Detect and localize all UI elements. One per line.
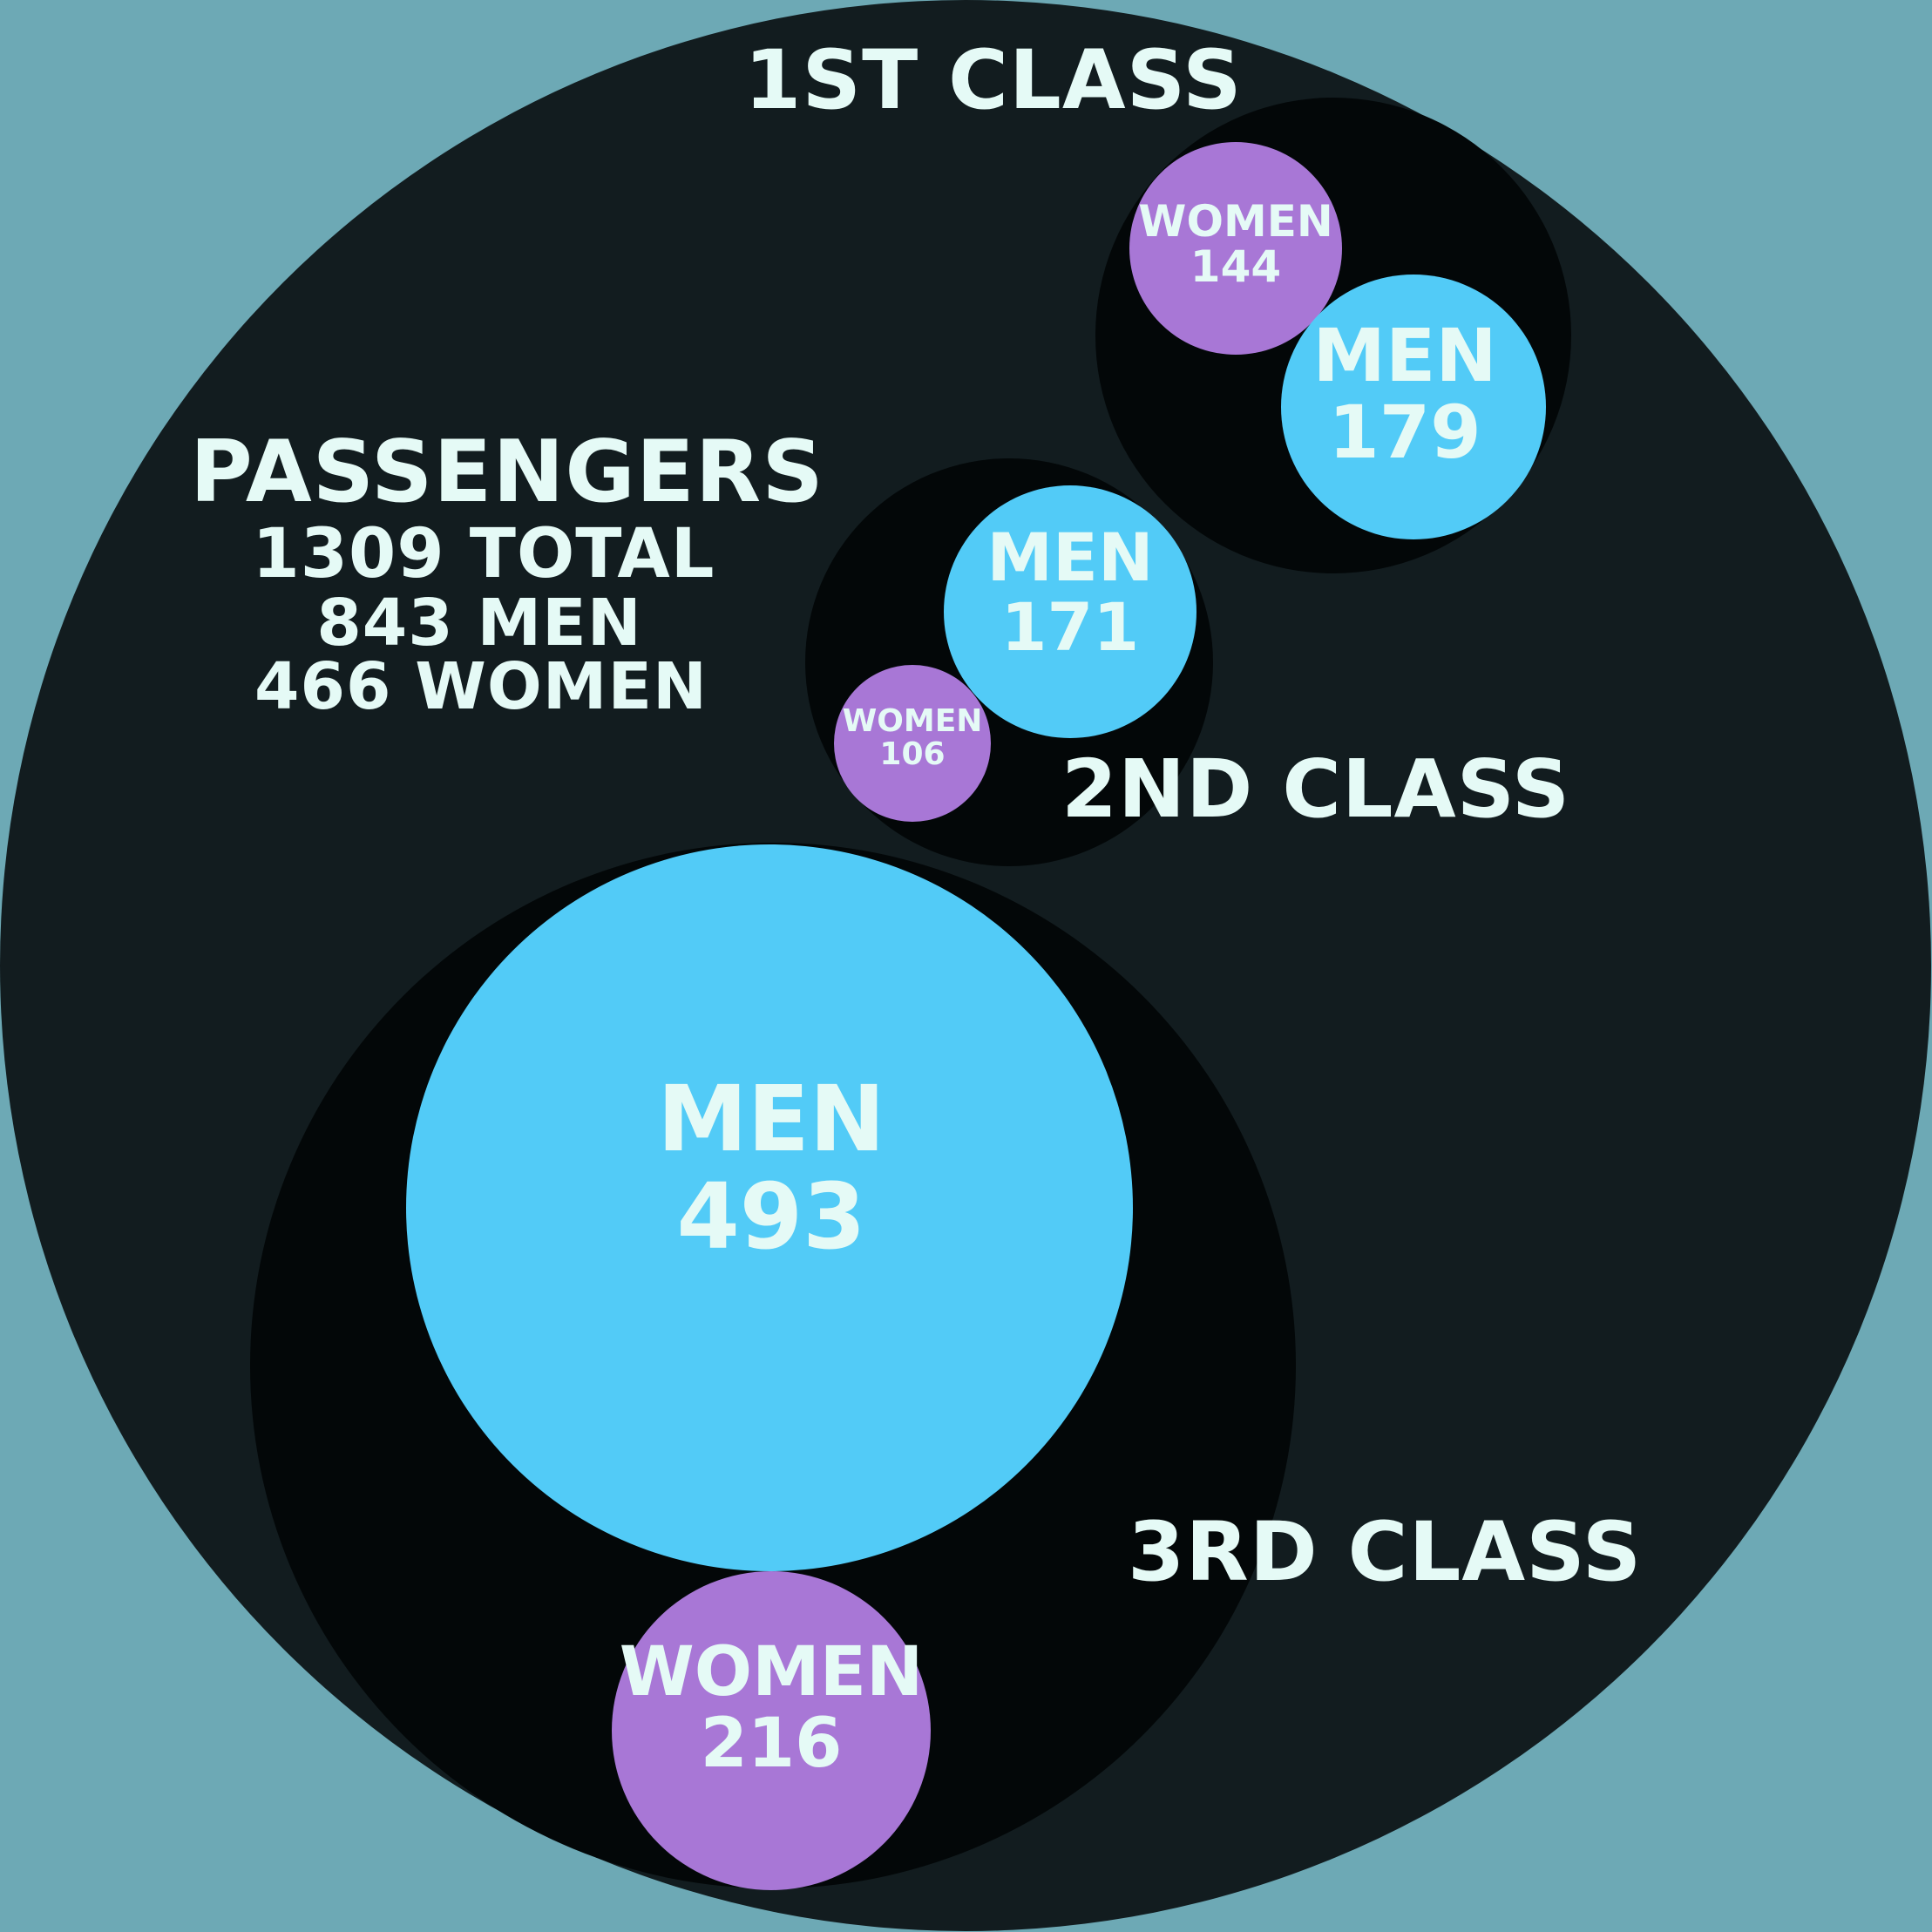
third-class-women-value: 216 bbox=[700, 1705, 843, 1783]
second-class-women-value: 106 bbox=[879, 736, 946, 772]
first-class-men-text: MEN 179 bbox=[1312, 319, 1496, 469]
first-class-women-bubble bbox=[1129, 142, 1342, 355]
third-class-men-bubble bbox=[406, 844, 1133, 1571]
second-class-men-label: MEN bbox=[986, 519, 1154, 596]
third-class-men-text: MEN 493 bbox=[657, 1074, 885, 1262]
third-class-women-bubble bbox=[612, 1571, 931, 1890]
second-class-men-bubble bbox=[944, 485, 1196, 738]
summary-title: PASSENGERS bbox=[190, 423, 824, 522]
summary-men: 843 MEN bbox=[316, 586, 642, 661]
second-class-label: 2ND CLASS bbox=[1061, 742, 1571, 836]
first-class-women-text: WOMEN 144 bbox=[1138, 200, 1332, 288]
first-class-women-label: WOMEN bbox=[1138, 196, 1333, 247]
third-class-men-value: 493 bbox=[676, 1163, 866, 1270]
second-class-women-text: WOMEN 106 bbox=[843, 706, 983, 770]
summary-women: 466 WOMEN bbox=[254, 649, 708, 724]
second-class-men-text: MEN 171 bbox=[986, 525, 1153, 661]
second-class-men-value: 171 bbox=[1000, 588, 1140, 666]
first-class-men-bubble bbox=[1281, 275, 1546, 539]
summary-total: 1309 TOTAL bbox=[252, 515, 715, 593]
third-class-women-text: WOMEN 216 bbox=[620, 1638, 924, 1778]
first-class-men-label: MEN bbox=[1312, 313, 1497, 398]
second-class-women-label: WOMEN bbox=[842, 703, 983, 739]
third-class-women-label: WOMEN bbox=[619, 1633, 924, 1712]
first-class-label: 1ST CLASS bbox=[744, 33, 1243, 128]
first-class-men-value: 179 bbox=[1328, 390, 1481, 475]
first-class-women-value: 144 bbox=[1190, 241, 1282, 292]
third-class-label: 3RD CLASS bbox=[1128, 1505, 1643, 1600]
second-class-women-bubble bbox=[834, 665, 991, 822]
third-class-men-label: MEN bbox=[657, 1066, 885, 1172]
